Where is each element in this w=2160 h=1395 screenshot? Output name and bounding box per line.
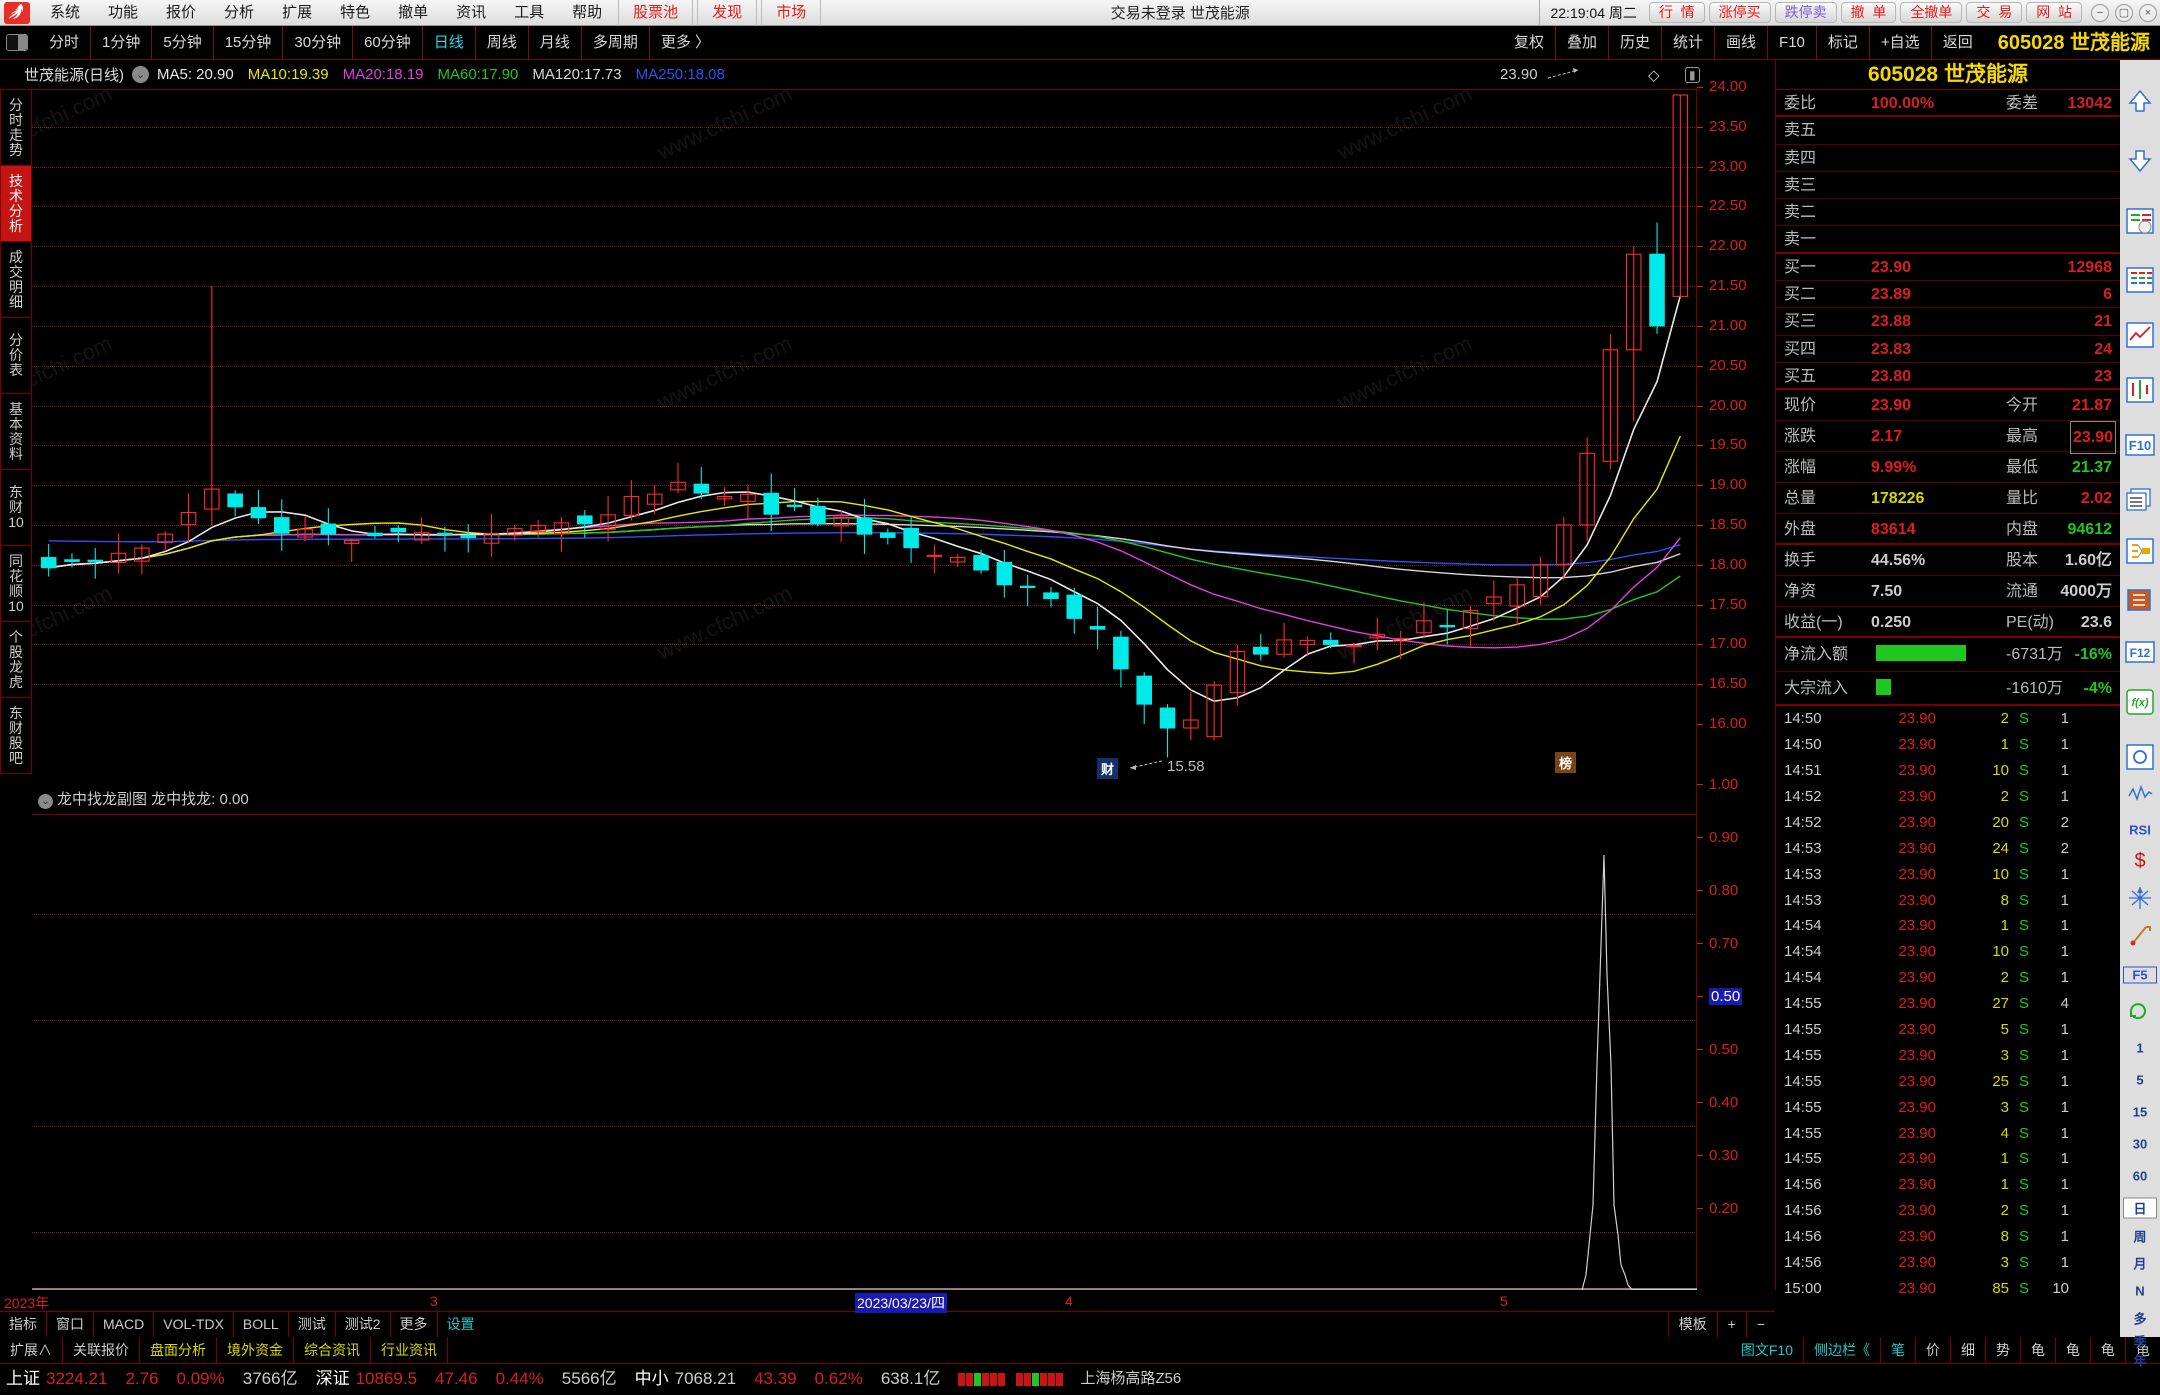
svg-text:$: $ [2134,850,2145,872]
svg-text:F10: F10 [2129,438,2151,453]
svg-text:F12: F12 [2130,646,2151,660]
svg-text:f(x): f(x) [2131,697,2148,709]
